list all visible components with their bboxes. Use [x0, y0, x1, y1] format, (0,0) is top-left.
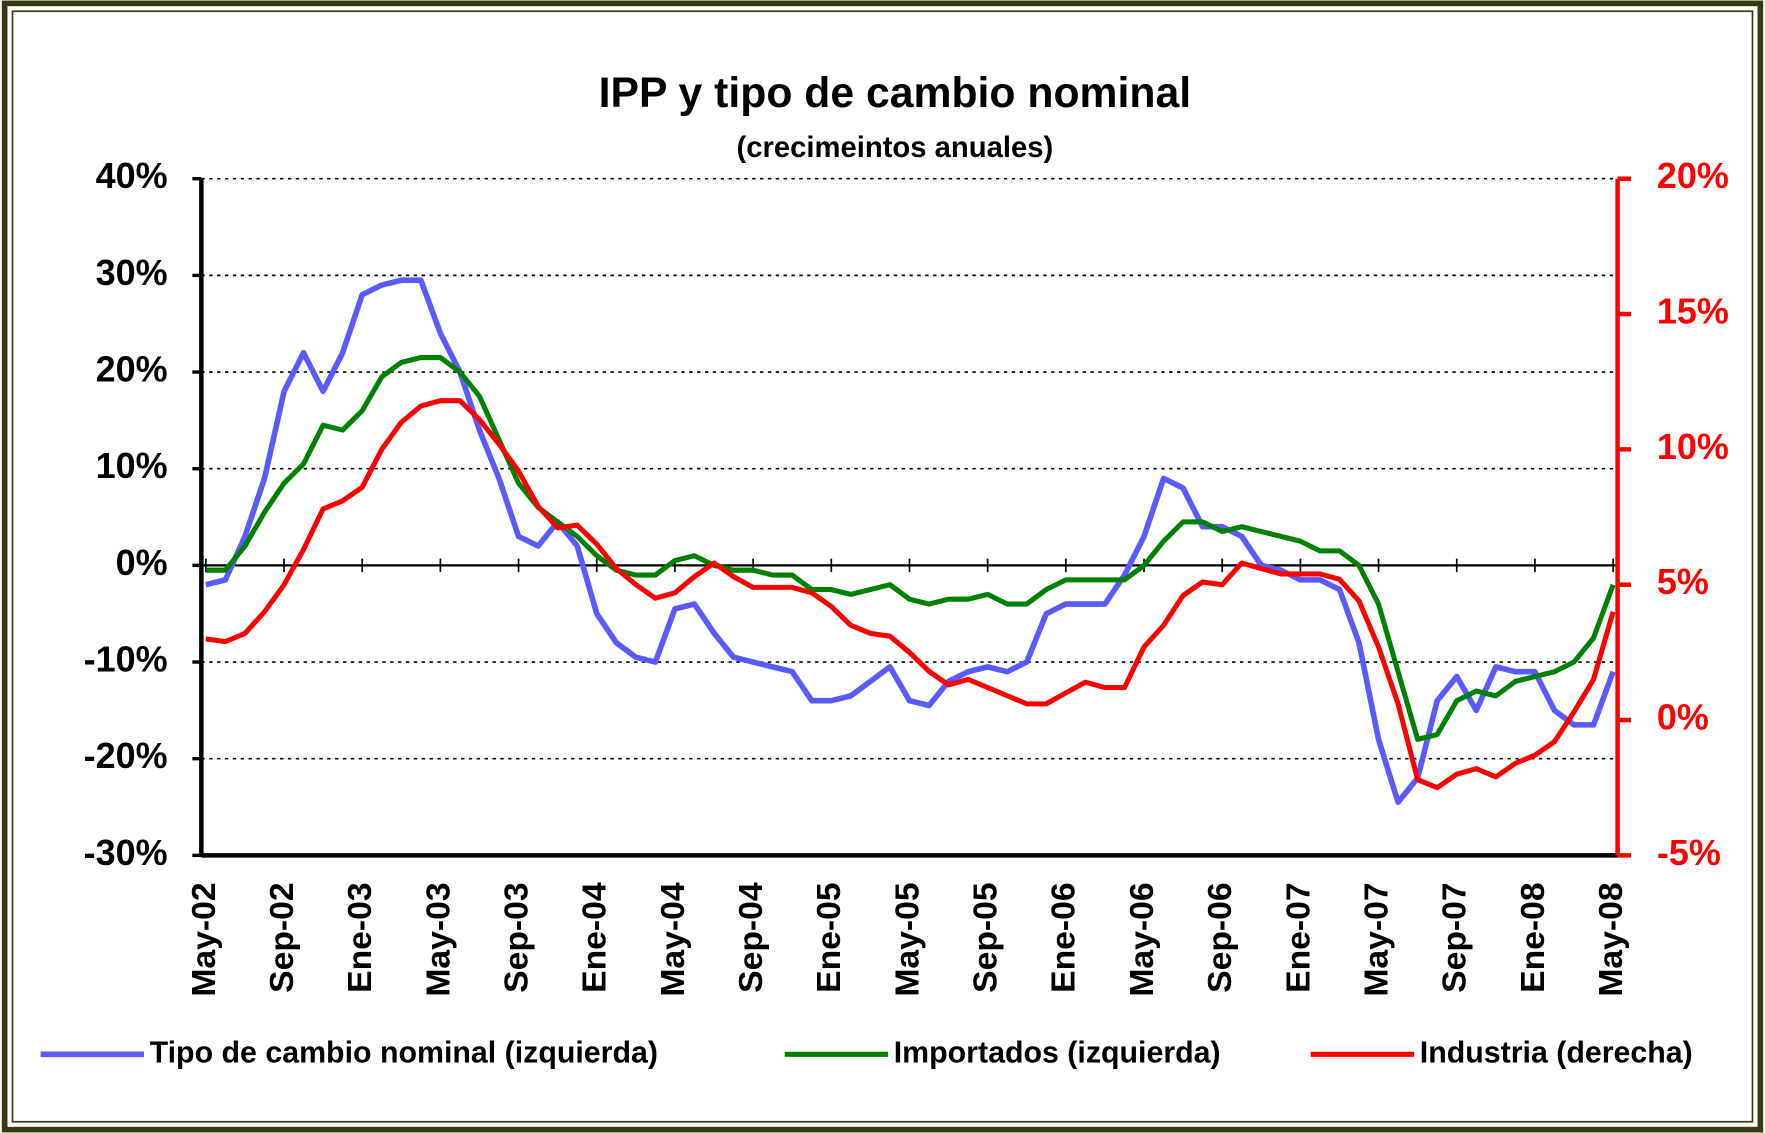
legend-label: Tipo de cambio nominal (izquierda): [150, 1036, 658, 1069]
x-tick-label: Sep-06: [1201, 882, 1239, 993]
x-tick-label: May-03: [419, 882, 457, 996]
x-tick-label: Sep-07: [1436, 882, 1474, 993]
x-tick-label: Ene-04: [576, 882, 614, 993]
legend-label: Importados (izquierda): [894, 1036, 1221, 1069]
x-tick-label: Ene-06: [1045, 882, 1083, 993]
x-tick-label: May-08: [1592, 882, 1630, 996]
chart-title: IPP y tipo de cambio nominal: [599, 69, 1191, 117]
y-tick-label: -20%: [84, 735, 168, 776]
y2-tick-label: 20%: [1657, 155, 1729, 196]
y2-tick-label: -5%: [1657, 832, 1721, 873]
series-line: [205, 355, 1616, 742]
x-tick-label: May-06: [1123, 882, 1161, 996]
y-tick-label: 20%: [96, 349, 168, 390]
series-line: [205, 398, 1616, 791]
x-tick-label: Ene-05: [810, 882, 848, 993]
x-tick-label: May-02: [185, 882, 223, 996]
y2-tick-label: 15%: [1657, 291, 1729, 332]
series-line: [205, 277, 1616, 806]
frame-inner: [11, 10, 1754, 1123]
y-tick-label: -10%: [84, 639, 168, 680]
x-tick-label: Sep-03: [497, 882, 535, 993]
y-tick-label: -30%: [84, 832, 168, 873]
y-tick-label: 10%: [96, 445, 168, 486]
y2-tick-label: 5%: [1657, 561, 1709, 602]
y-tick-label: 0%: [116, 542, 168, 583]
x-tick-label: Ene-08: [1514, 882, 1552, 993]
x-tick-label: May-04: [654, 882, 692, 997]
x-tick-label: Sep-04: [732, 882, 770, 993]
y2-tick-label: 0%: [1657, 697, 1709, 738]
y-tick-label: 40%: [96, 155, 168, 196]
chart-subtitle: (crecimeintos anuales): [737, 132, 1054, 164]
legend-label: Industria (derecha): [1420, 1036, 1693, 1069]
x-tick-label: Ene-07: [1279, 882, 1317, 993]
x-tick-label: May-07: [1357, 882, 1395, 996]
y2-tick-label: 10%: [1657, 426, 1729, 467]
x-tick-label: Ene-03: [341, 882, 379, 993]
y-tick-label: 30%: [96, 252, 168, 293]
x-tick-label: Sep-02: [263, 882, 301, 993]
x-tick-label: May-05: [888, 882, 926, 996]
x-tick-label: Sep-05: [967, 882, 1005, 993]
